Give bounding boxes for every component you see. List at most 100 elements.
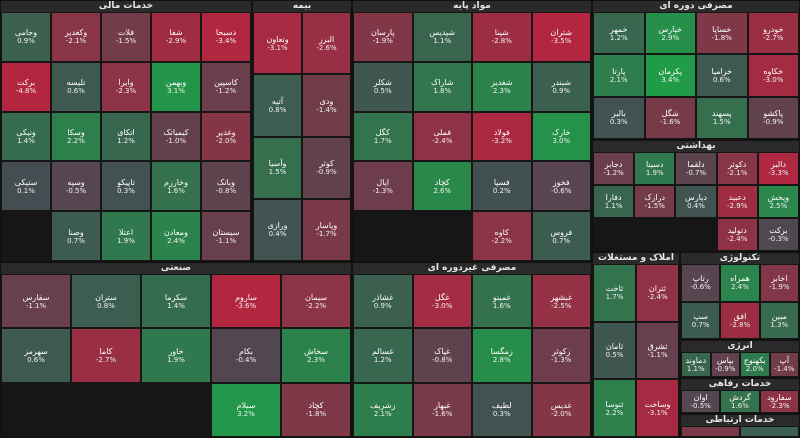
stock-tile[interactable]: شکلر 0.5%	[353, 61, 413, 112]
stock-tile[interactable]: لطیف 0.3%	[472, 382, 532, 437]
stock-tile[interactable]: وایرا -2.3%	[101, 61, 151, 112]
stock-tile[interactable]: خمهر 1.2%	[593, 12, 645, 55]
stock-tile[interactable]: ثنوسا 2.2%	[593, 379, 636, 437]
stock-tile[interactable]: دماوند 1.1%	[681, 352, 711, 377]
stock-tile[interactable]: وساخت -3.1%	[636, 379, 679, 437]
stock-tile[interactable]: بالبر 0.3%	[593, 96, 645, 139]
stock-tile[interactable]: غمینو 1.6%	[472, 274, 532, 329]
stock-tile[interactable]: خزامیا 0.6%	[696, 54, 748, 97]
stock-tile[interactable]: دکوثر -2.1%	[716, 152, 758, 185]
stock-tile[interactable]: ثشرق -1.1%	[636, 321, 679, 380]
stock-tile[interactable]: ودی -1.4%	[302, 74, 351, 137]
stock-tile[interactable]: افق -2.8%	[720, 301, 760, 339]
stock-tile[interactable]: خارک 3.0%	[531, 111, 591, 162]
stock-tile[interactable]	[681, 426, 740, 437]
stock-tile[interactable]: برکت -4.8%	[1, 61, 51, 112]
stock-tile[interactable]: ثاخت 1.7%	[593, 264, 636, 322]
stock-tile[interactable]: دلقما -0.7%	[675, 152, 717, 185]
stock-tile[interactable]: وتعاون -3.1%	[253, 12, 302, 75]
stock-tile[interactable]: وپاسار -1.7%	[302, 198, 351, 261]
stock-tile[interactable]: سکرما 1.4%	[141, 274, 211, 329]
stock-tile[interactable]: سپ 0.7%	[681, 301, 721, 339]
stock-tile[interactable]: ثامان 0.5%	[593, 321, 636, 380]
stock-tile[interactable]: شگل -1.6%	[644, 96, 696, 139]
stock-tile[interactable]: پسهند 1.5%	[696, 96, 748, 139]
stock-tile[interactable]: اعتلا 1.9%	[101, 211, 151, 261]
stock-tile[interactable]: شغدیر 2.3%	[472, 61, 532, 112]
stock-tile[interactable]: ونیکی 1.4%	[1, 111, 51, 162]
stock-tile[interactable]: وکغدیر -2.1%	[51, 12, 101, 62]
stock-tile[interactable]: وسکا 2.2%	[51, 111, 101, 162]
stock-tile[interactable]: شپنا -2.8%	[472, 12, 532, 62]
stock-tile[interactable]: فلات -1.5%	[101, 12, 151, 62]
stock-tile[interactable]: زکوثر -1.3%	[531, 328, 591, 383]
stock-tile[interactable]: برکت -0.3%	[757, 218, 799, 251]
stock-tile[interactable]: وبهمن 3.1%	[151, 61, 201, 112]
stock-tile[interactable]: فملی -2.4%	[412, 111, 472, 162]
stock-tile[interactable]: کوثر -0.9%	[302, 136, 351, 199]
stock-tile[interactable]: همراه 2.4%	[720, 264, 760, 302]
stock-tile[interactable]: زشریف 2.1%	[353, 382, 413, 437]
stock-tile[interactable]: وآسیا 1.5%	[253, 136, 302, 199]
stock-tile[interactable]: دجابر -1.2%	[593, 152, 635, 185]
stock-tile[interactable]: شفا -2.9%	[151, 12, 201, 62]
stock-tile[interactable]: کاسپین -1.2%	[201, 61, 251, 112]
stock-tile[interactable]: گردش 1.6%	[720, 390, 760, 413]
stock-tile[interactable]: ومعادن 2.4%	[151, 211, 201, 261]
stock-tile[interactable]: کگل 1.7%	[353, 111, 413, 162]
stock-tile[interactable]: پاکشو -0.9%	[747, 96, 799, 139]
stock-tile[interactable]: تاپیکو 0.3%	[101, 161, 151, 212]
stock-tile[interactable]: شتران -3.5%	[531, 12, 591, 62]
stock-tile[interactable]: خساپا -1.8%	[696, 12, 748, 55]
stock-tile[interactable]: دسینا 1.9%	[634, 152, 676, 185]
stock-tile[interactable]: دسبحا -3.4%	[201, 12, 251, 62]
stock-tile[interactable]: بکهنوج 2.0%	[740, 352, 770, 377]
stock-tile[interactable]: کاما -2.7%	[71, 328, 141, 383]
stock-tile[interactable]: اپال -1.3%	[353, 161, 413, 212]
stock-tile[interactable]: وجامی 0.9%	[1, 12, 51, 62]
stock-tile[interactable]: شپدیس 1.1%	[412, 12, 472, 62]
stock-tile[interactable]: آپ -1.4%	[769, 352, 799, 377]
stock-tile[interactable]: خودرو -2.7%	[747, 12, 799, 55]
stock-tile[interactable]: تلیسه 0.6%	[51, 61, 101, 112]
stock-tile[interactable]: وسپه -0.5%	[51, 161, 101, 212]
stock-tile[interactable]: سهرمز 0.6%	[1, 328, 71, 383]
stock-tile[interactable]: اتکای 1.2%	[101, 111, 151, 162]
stock-tile[interactable]: دفارا 1.1%	[593, 185, 635, 218]
stock-tile[interactable]: کیمیاتک -1.0%	[151, 111, 201, 162]
stock-tile[interactable]: غپاک -0.8%	[412, 328, 472, 383]
stock-tile[interactable]: غسالم 1.2%	[353, 328, 413, 383]
stock-tile[interactable]: غبهار -1.6%	[412, 382, 472, 437]
stock-tile[interactable]	[740, 426, 799, 437]
stock-tile[interactable]: آتیه 0.8%	[253, 74, 302, 137]
stock-tile[interactable]: وخارزم 1.6%	[151, 161, 201, 212]
stock-tile[interactable]: سفارود -2.3%	[759, 390, 799, 413]
stock-tile[interactable]: سخاش 2.3%	[281, 328, 351, 383]
stock-tile[interactable]: سیمان -2.2%	[281, 274, 351, 329]
stock-tile[interactable]: غشاذر 0.9%	[353, 274, 413, 329]
stock-tile[interactable]: رتاپ -0.6%	[681, 264, 721, 302]
stock-tile[interactable]: دالبر -3.3%	[757, 152, 799, 185]
stock-tile[interactable]: ورازی 0.4%	[253, 198, 302, 261]
stock-tile[interactable]: مبین 1.3%	[759, 301, 799, 339]
stock-tile[interactable]: وبانک -0.8%	[201, 161, 251, 212]
stock-tile[interactable]: فروس 0.7%	[531, 211, 591, 261]
stock-tile[interactable]: دعبید -2.9%	[716, 185, 758, 218]
stock-tile[interactable]: وپخش 2.5%	[757, 185, 799, 218]
stock-tile[interactable]: پارسان -1.9%	[353, 12, 413, 62]
stock-tile[interactable]: البرز -2.6%	[302, 12, 351, 75]
stock-tile[interactable]: ساروم -3.6%	[211, 274, 281, 329]
stock-tile[interactable]: وغدیر -2.0%	[201, 111, 251, 162]
stock-tile[interactable]: خاور 1.9%	[141, 328, 211, 383]
stock-tile[interactable]: غگل -3.0%	[412, 274, 472, 329]
stock-tile[interactable]: پکرمان 3.4%	[644, 54, 696, 97]
stock-tile[interactable]: خکاوه -3.0%	[747, 54, 799, 97]
stock-tile[interactable]: اخابر -1.9%	[759, 264, 799, 302]
stock-tile[interactable]: سفارس -1.1%	[1, 274, 71, 329]
stock-tile[interactable]: کاوه -2.2%	[472, 211, 532, 261]
stock-tile[interactable]: شبندر 0.9%	[531, 61, 591, 112]
stock-tile[interactable]: پارتا 2.1%	[593, 54, 645, 97]
stock-tile[interactable]: شاراک 1.8%	[412, 61, 472, 112]
stock-tile[interactable]: سیستان -1.1%	[201, 211, 251, 261]
stock-tile[interactable]: دتولید -2.4%	[716, 218, 758, 251]
